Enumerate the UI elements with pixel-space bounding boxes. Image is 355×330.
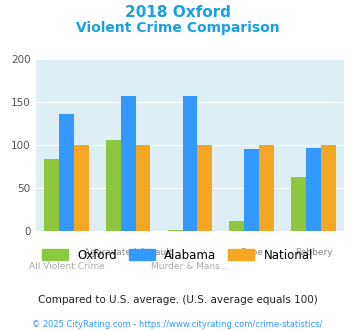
Bar <box>259 145 274 231</box>
Bar <box>306 148 321 231</box>
Bar <box>121 96 136 231</box>
Text: Aggravated Assault: Aggravated Assault <box>84 248 173 257</box>
Text: Compared to U.S. average. (U.S. average equals 100): Compared to U.S. average. (U.S. average … <box>38 295 317 305</box>
Bar <box>321 145 336 231</box>
Text: 2018 Oxford: 2018 Oxford <box>125 5 230 20</box>
Bar <box>59 114 74 231</box>
Text: Violent Crime Comparison: Violent Crime Comparison <box>76 21 279 35</box>
Bar <box>182 96 197 231</box>
Text: Robbery: Robbery <box>295 248 332 257</box>
Text: Murder & Mans...: Murder & Mans... <box>151 262 229 271</box>
Bar <box>244 148 259 231</box>
Text: Rape: Rape <box>240 248 263 257</box>
Bar <box>229 221 244 231</box>
Bar <box>291 177 306 231</box>
Bar <box>168 230 182 231</box>
Bar <box>136 145 151 231</box>
Bar <box>106 140 121 231</box>
Text: All Violent Crime: All Violent Crime <box>28 262 104 271</box>
Bar <box>197 145 212 231</box>
Legend: Oxford, Alabama, National: Oxford, Alabama, National <box>37 244 318 266</box>
Bar <box>44 159 59 231</box>
Text: © 2025 CityRating.com - https://www.cityrating.com/crime-statistics/: © 2025 CityRating.com - https://www.city… <box>32 320 323 329</box>
Bar <box>74 145 89 231</box>
